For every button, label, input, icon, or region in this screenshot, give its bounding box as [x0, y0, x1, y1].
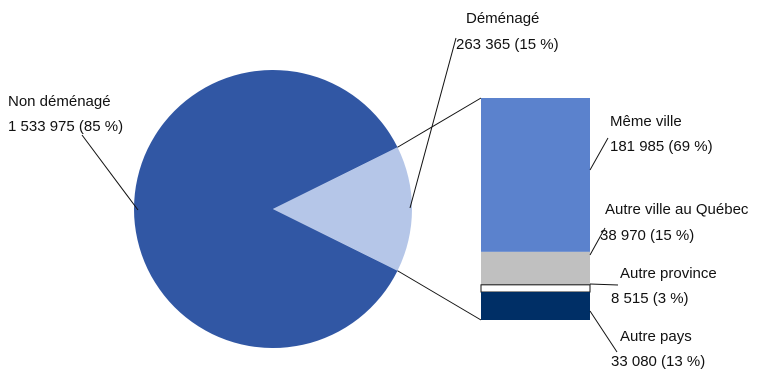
label-other-country-name: Autre pays	[620, 328, 692, 345]
label-other-province-name: Autre province	[620, 265, 717, 282]
bar-segment-other-quebec	[481, 251, 590, 285]
leader-line-same-city	[589, 137, 609, 171]
leader-line-other-province	[589, 283, 619, 286]
leader-line-other-quebec	[589, 227, 606, 256]
bar-segment-same-city	[481, 98, 590, 252]
pie-slice-moved	[273, 147, 412, 271]
leader-line-other-country	[589, 310, 618, 353]
label-non-moved-value: 1 533 975 (85 %)	[8, 118, 123, 135]
label-other-province-value: 8 515 (3 %)	[611, 290, 689, 307]
leader-line-non-moved	[81, 134, 139, 211]
leader-line-moved	[409, 37, 457, 209]
label-non-moved-name: Non déménagé	[8, 93, 111, 110]
bar-segment-other-province	[480, 284, 591, 293]
label-other-quebec-name: Autre ville au Québec	[605, 201, 749, 218]
pie-slice-non-moved	[134, 70, 398, 349]
stacked-bar	[480, 98, 591, 320]
label-same-city-name: Même ville	[610, 113, 682, 130]
connector-line-top	[397, 97, 482, 148]
label-other-country-value: 33 080 (13 %)	[611, 353, 705, 370]
label-moved-value: 263 365 (15 %)	[456, 36, 559, 53]
label-moved-name: Déménagé	[466, 10, 539, 27]
label-same-city-value: 181 985 (69 %)	[610, 138, 713, 155]
connector-line-bottom	[397, 270, 482, 321]
label-other-quebec-value: 38 970 (15 %)	[600, 227, 694, 244]
bar-segment-other-country	[481, 292, 590, 320]
